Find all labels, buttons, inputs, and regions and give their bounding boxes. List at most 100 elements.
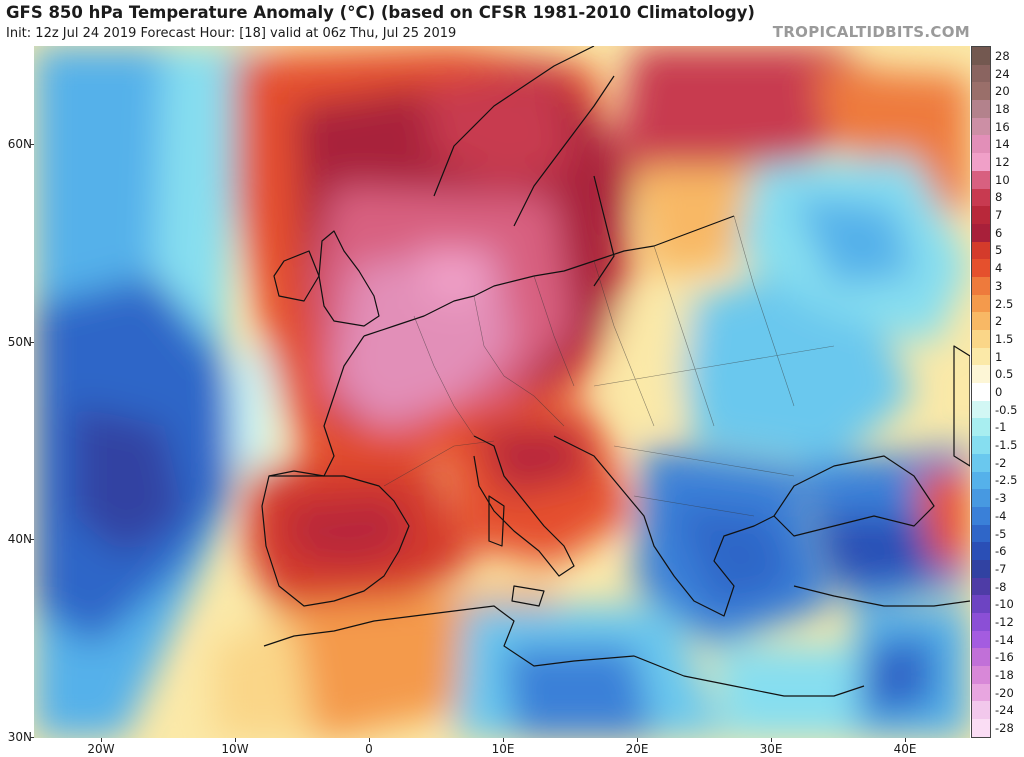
colorbar-swatch bbox=[972, 223, 990, 242]
colorbar-label: -14 bbox=[995, 632, 1014, 647]
colorbar-label: -7 bbox=[995, 561, 1007, 576]
colorbar-swatch bbox=[972, 206, 990, 224]
lon-label-10e: 10E bbox=[491, 742, 515, 756]
lon-label-0: 0 bbox=[365, 742, 373, 756]
colorbar-label: 2.5 bbox=[995, 296, 1014, 311]
colorbar-label: -3 bbox=[995, 491, 1007, 506]
colorbar-label: -6 bbox=[995, 544, 1007, 559]
lon-label-20e: 20E bbox=[625, 742, 649, 756]
lon-tick bbox=[637, 738, 638, 742]
colorbar-label: 5 bbox=[995, 243, 1003, 258]
colorbar-label: 14 bbox=[995, 137, 1010, 152]
colorbar-swatch bbox=[972, 683, 990, 702]
lat-tick bbox=[30, 737, 34, 738]
colorbar-label: -16 bbox=[995, 650, 1014, 665]
colorbar-label: 24 bbox=[995, 66, 1010, 81]
colorbar-label: -1 bbox=[995, 420, 1007, 435]
colorbar-swatch bbox=[972, 524, 990, 543]
colorbar-swatch bbox=[972, 506, 990, 525]
colorbar-label: -1.5 bbox=[995, 438, 1018, 453]
colorbar-label: -20 bbox=[995, 685, 1014, 700]
colorbar-label: 12 bbox=[995, 155, 1010, 169]
colorbar-label: 8 bbox=[995, 190, 1003, 205]
chart-title: GFS 850 hPa Temperature Anomaly (°C) (ba… bbox=[6, 3, 755, 22]
colorbar-swatch bbox=[972, 471, 990, 490]
colorbar-swatch bbox=[972, 630, 990, 649]
colorbar-label: -18 bbox=[995, 668, 1014, 683]
colorbar-label: 3 bbox=[995, 278, 1003, 293]
colorbar-label: 1.5 bbox=[995, 331, 1014, 346]
lon-label-40e: 40E bbox=[893, 742, 917, 756]
colorbar bbox=[971, 46, 991, 738]
lat-tick bbox=[30, 539, 34, 540]
lon-tick bbox=[369, 738, 370, 742]
lon-tick bbox=[503, 738, 504, 742]
colorbar-swatch bbox=[972, 648, 990, 667]
colorbar-swatch bbox=[972, 117, 990, 136]
map-canvas bbox=[34, 46, 970, 738]
colorbar-label: 0.5 bbox=[995, 367, 1014, 382]
colorbar-swatch bbox=[972, 170, 990, 189]
colorbar-swatch bbox=[972, 719, 990, 737]
colorbar-label: -2 bbox=[995, 455, 1007, 470]
colorbar-swatch bbox=[972, 383, 990, 401]
colorbar-label: 1 bbox=[995, 349, 1003, 364]
lat-tick bbox=[30, 144, 34, 145]
colorbar-label: 2 bbox=[995, 314, 1003, 329]
colorbar-label: -28 bbox=[995, 721, 1014, 736]
colorbar-swatch bbox=[972, 418, 990, 437]
colorbar-swatch bbox=[972, 64, 990, 83]
colorbar-label: 0 bbox=[995, 385, 1003, 399]
forecast-info: Init: 12z Jul 24 2019 Forecast Hour: [18… bbox=[6, 26, 457, 41]
colorbar-swatch bbox=[972, 188, 990, 207]
colorbar-swatch bbox=[972, 82, 990, 101]
colorbar-swatch bbox=[972, 595, 990, 613]
colorbar-label: 6 bbox=[995, 225, 1003, 240]
colorbar-swatch bbox=[972, 153, 990, 171]
colorbar-swatch bbox=[972, 701, 990, 720]
colorbar-label: -12 bbox=[995, 615, 1014, 629]
colorbar-label: 7 bbox=[995, 208, 1003, 223]
colorbar-swatch bbox=[972, 100, 990, 118]
colorbar-label: -8 bbox=[995, 579, 1007, 594]
colorbar-swatch bbox=[972, 241, 990, 260]
colorbar-label: -10 bbox=[995, 597, 1014, 612]
colorbar-swatch bbox=[972, 453, 990, 472]
colorbar-swatch bbox=[972, 365, 990, 384]
colorbar-label: 10 bbox=[995, 172, 1010, 187]
colorbar-swatch bbox=[972, 259, 990, 277]
colorbar-swatch bbox=[972, 489, 990, 507]
colorbar-swatch bbox=[972, 436, 990, 454]
colorbar-label: 20 bbox=[995, 84, 1010, 99]
coastlines bbox=[261, 46, 970, 697]
lon-tick bbox=[235, 738, 236, 742]
colorbar-swatch bbox=[972, 276, 990, 295]
colorbar-label: 28 bbox=[995, 48, 1010, 63]
colorbar-swatch bbox=[972, 542, 990, 560]
lon-label-30e: 30E bbox=[759, 742, 783, 756]
colorbar-label: 18 bbox=[995, 101, 1010, 116]
colorbar-label: 16 bbox=[995, 119, 1010, 134]
lat-label-60n: 60N bbox=[7, 137, 32, 151]
country-borders bbox=[383, 215, 835, 517]
lon-tick bbox=[771, 738, 772, 742]
brand-watermark: TROPICALTIDBITS.COM bbox=[772, 23, 970, 41]
lat-label-50n: 50N bbox=[7, 335, 32, 349]
lon-tick bbox=[101, 738, 102, 742]
anomaly-map bbox=[34, 46, 970, 738]
colorbar-swatch bbox=[972, 47, 990, 65]
colorbar-swatch bbox=[972, 312, 990, 330]
colorbar-label: 4 bbox=[995, 261, 1003, 276]
lon-tick bbox=[905, 738, 906, 742]
lon-label-20w: 20W bbox=[87, 742, 115, 756]
lat-label-40n: 40N bbox=[7, 532, 32, 546]
colorbar-label: -4 bbox=[995, 508, 1007, 523]
colorbar-label: -2.5 bbox=[995, 473, 1018, 488]
colorbar-swatch bbox=[972, 330, 990, 348]
colorbar-swatch bbox=[972, 400, 990, 419]
lat-tick bbox=[30, 342, 34, 343]
colorbar-label: -0.5 bbox=[995, 402, 1018, 417]
colorbar-swatch bbox=[972, 613, 990, 631]
colorbar-swatch bbox=[972, 294, 990, 313]
colorbar-swatch bbox=[972, 666, 990, 684]
